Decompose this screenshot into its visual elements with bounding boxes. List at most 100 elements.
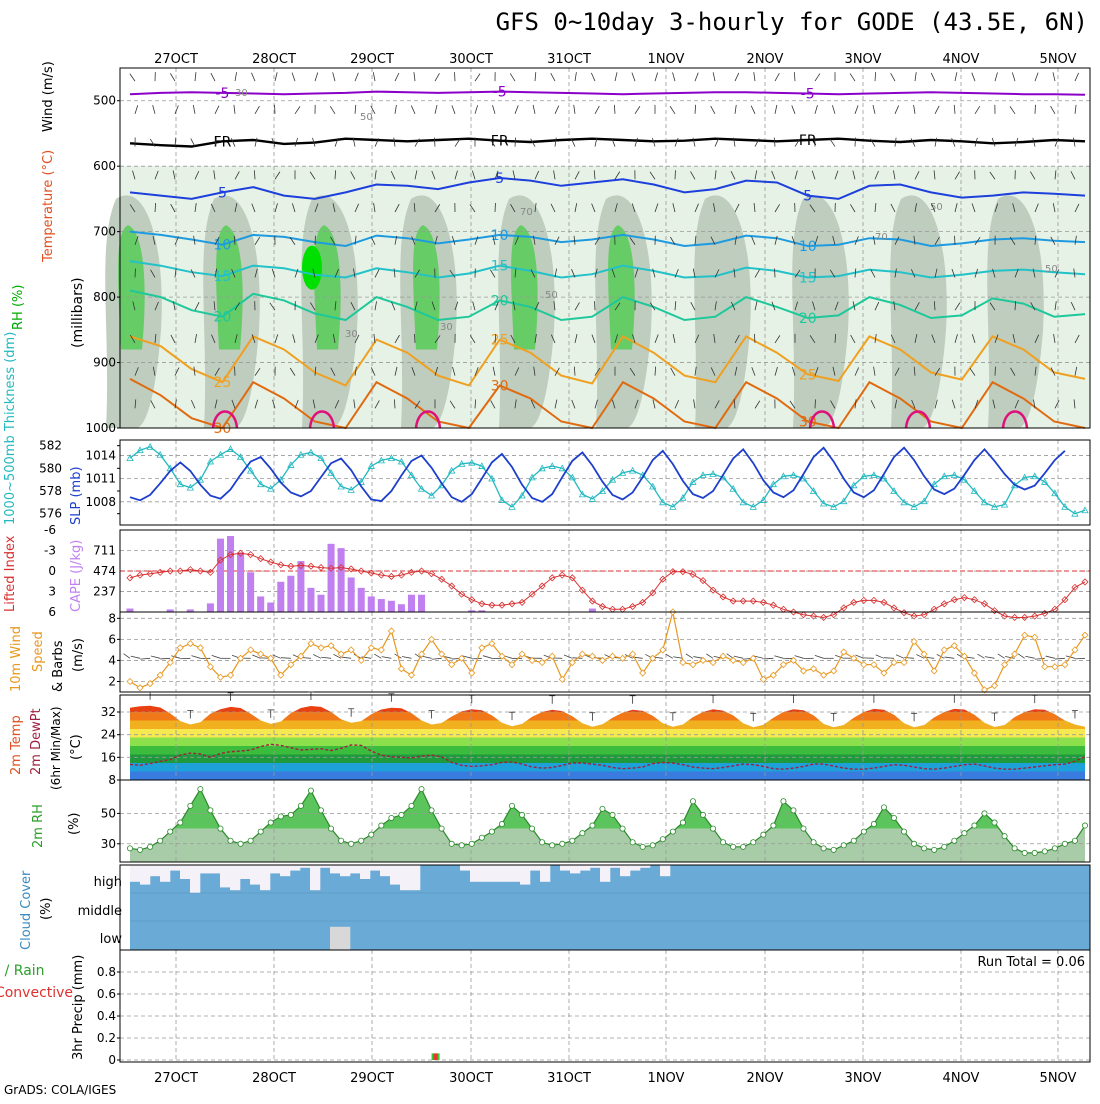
- precip-ytick: 0.6: [97, 987, 116, 1001]
- rh2m-unit-label: (%): [67, 813, 82, 836]
- temp-unit-label: (°C): [69, 734, 84, 760]
- temp-band: [130, 695, 1085, 704]
- wind10m-point: [137, 685, 143, 691]
- contour-label: 20: [799, 311, 817, 327]
- wind10m-point: [388, 628, 394, 634]
- date-label-bottom: 27OCT: [154, 1071, 198, 1086]
- contour-label: FR: [799, 133, 817, 149]
- temp-minmax-bar: [589, 713, 595, 721]
- wind-barb-10m: [666, 654, 673, 658]
- cloud-high-gap: [260, 865, 270, 890]
- thickness-slp-frame: [120, 440, 1090, 525]
- rh2m-point: [710, 826, 715, 831]
- temp-minmax-bar: [549, 696, 555, 704]
- cloud-high-gap: [620, 865, 630, 876]
- rh2m-point: [218, 826, 223, 831]
- date-label-bottom: 5NOV: [1040, 1071, 1077, 1086]
- precip-convective-label: Convective: [0, 985, 73, 1001]
- series-line-thickness: [130, 447, 1085, 514]
- contour-label: -5: [493, 85, 507, 101]
- precip-ytick: 0.2: [97, 1031, 116, 1045]
- pressure-axis-label: (millibars): [70, 277, 86, 348]
- rh-contour-label: 50: [545, 290, 558, 301]
- temp-minmax-bar: [670, 713, 676, 721]
- cloud-high-gap: [380, 865, 390, 876]
- rh2m-point: [499, 821, 504, 826]
- temp-minmax-bar: [951, 695, 957, 703]
- rh2m-point: [811, 840, 816, 845]
- date-label-top: 3NOV: [845, 52, 882, 67]
- rh2m-point: [590, 823, 595, 828]
- wind-barb-10m: [815, 655, 824, 658]
- cloud-high-gap: [210, 865, 220, 873]
- wind10m-point: [861, 662, 867, 668]
- temp-minmax-bar: [992, 713, 998, 721]
- cape-bar: [418, 595, 425, 612]
- rh2m-point: [1062, 841, 1067, 846]
- rh2m-point: [530, 826, 535, 831]
- cloud-high-gap: [370, 865, 380, 871]
- rh2m-point: [389, 815, 394, 820]
- wind-barb-10m: [1046, 656, 1055, 658]
- li-ytick: 0: [48, 564, 56, 578]
- rh2m-point: [409, 803, 414, 808]
- rh2m-point: [489, 829, 494, 834]
- page-title: GFS 0~10day 3-hourly for GODE (43.5E, 6N…: [496, 8, 1088, 36]
- wind-barb-10m: [795, 656, 804, 659]
- contour-label: -5: [801, 87, 815, 103]
- temp-band: [130, 721, 1085, 730]
- rh2m-point: [349, 841, 354, 846]
- rh2m-point: [419, 787, 424, 792]
- wind10m-point: [720, 653, 726, 659]
- temp-area: [130, 695, 1085, 780]
- wind10m-axis-label-4: (m/s): [71, 638, 86, 672]
- cloud-high-gap: [490, 865, 500, 882]
- wind10m-point: [1042, 664, 1048, 670]
- cape-bar: [368, 596, 375, 612]
- wind10m-point: [730, 657, 736, 663]
- li-ytick: -3: [44, 544, 56, 558]
- precip-convective-bar: [434, 1053, 438, 1060]
- wind10m-axis-label-2: Speed: [31, 631, 46, 672]
- rh2m-point: [881, 805, 886, 810]
- cloud-high-gap: [580, 865, 590, 871]
- wind-barb-10m: [1005, 656, 1015, 658]
- contour-label: 5: [495, 171, 504, 187]
- rh2m-point: [901, 829, 906, 834]
- upper-air-ytick: 900: [93, 356, 116, 370]
- rh2m-point: [198, 787, 203, 792]
- rh2m-point: [580, 831, 585, 836]
- wind10m-point: [610, 653, 616, 659]
- rh2m-point: [459, 843, 464, 848]
- rh2m-point: [630, 840, 635, 845]
- cloud-high-gap: [140, 865, 150, 885]
- wind-barb-10m: [998, 654, 1005, 658]
- cloud-high-gap: [220, 865, 230, 887]
- wind10m-point: [941, 647, 947, 653]
- cape-bar: [267, 603, 274, 612]
- date-label-bottom: 1NOV: [648, 1071, 685, 1086]
- rh2m-point: [932, 847, 937, 852]
- wind-barb-10m: [281, 658, 291, 659]
- rh-ytick: 30: [101, 837, 116, 851]
- wind10m-point: [479, 645, 485, 651]
- temp-band: [130, 763, 1085, 772]
- wind-barb-10m: [876, 655, 884, 658]
- temp-minmax-bar: [911, 713, 917, 721]
- wind-barb-10m: [124, 654, 130, 659]
- thickness-ytick: 580: [39, 461, 62, 475]
- li-axis-label: Lifted Index: [3, 535, 18, 612]
- rh2m-point: [148, 844, 153, 849]
- rh2m-point: [449, 841, 454, 846]
- cloud-high-label: high: [94, 875, 122, 890]
- cloud-axis-label: Cloud Cover: [19, 870, 34, 950]
- rh2m-point: [570, 838, 575, 843]
- temp-band: [130, 746, 1085, 755]
- precip-ytick: 0.4: [97, 1009, 116, 1023]
- cape-bar: [328, 544, 335, 612]
- rh-contour-label: 30: [345, 329, 358, 340]
- li-point: [127, 575, 133, 581]
- rh2m-point: [429, 808, 434, 813]
- wind-barb-10m: [896, 655, 904, 659]
- rh2m-point: [821, 846, 826, 851]
